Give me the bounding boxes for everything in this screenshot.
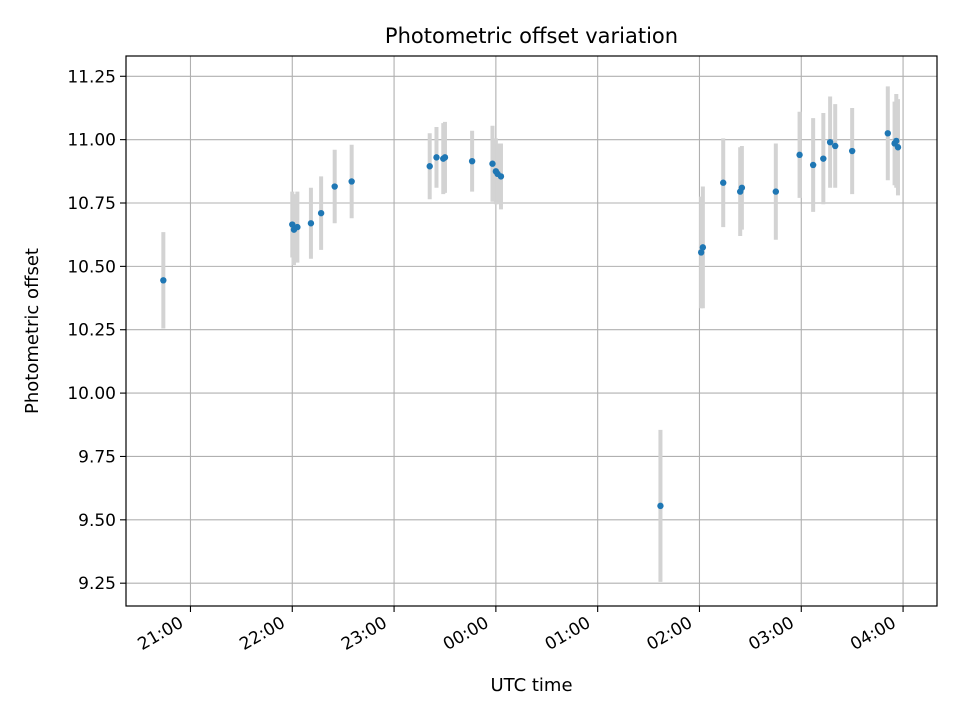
y-tick-label: 10.25 (67, 321, 116, 341)
data-point (348, 178, 355, 185)
data-point (894, 144, 902, 151)
data-point (826, 138, 834, 146)
data-point (720, 179, 727, 186)
data-point (433, 154, 440, 161)
data-points (160, 130, 902, 510)
data-point (307, 220, 315, 227)
data-point (294, 223, 301, 231)
data-point (893, 137, 900, 145)
data-point (489, 160, 496, 167)
data-point (331, 183, 338, 190)
data-point (832, 142, 839, 150)
y-axis-ticks: 9.25 9.50 9.75 10.00 10.25 10.50 10.75 11.00 11.… (67, 67, 126, 594)
data-point (796, 151, 803, 159)
data-point (289, 221, 296, 228)
data-point (426, 163, 433, 170)
data-point (441, 154, 449, 161)
data-point (468, 157, 476, 165)
y-axis-label: Photometric offset (22, 248, 43, 414)
plot-frame (125, 55, 938, 607)
y-tick-label: 11.25 (67, 67, 116, 87)
y-tick-label: 10.75 (67, 194, 116, 214)
data-point (699, 244, 707, 251)
grid (126, 56, 937, 606)
chart-title: Photometric offset variation (385, 24, 678, 48)
y-tick-label: 11.00 (67, 131, 116, 151)
data-point (697, 249, 705, 256)
y-tick-label: 10.00 (67, 384, 116, 404)
data-point (657, 502, 664, 510)
data-point (160, 277, 167, 284)
data-point (820, 155, 827, 162)
y-tick-label: 9.75 (78, 447, 116, 467)
y-tick-label: 9.50 (78, 511, 116, 531)
data-point (884, 130, 891, 137)
y-tick-label: 9.25 (78, 574, 116, 594)
y-tick-label: 10.50 (67, 257, 116, 277)
data-point (809, 161, 817, 169)
data-point (772, 188, 780, 195)
data-point (317, 209, 325, 217)
x-axis-label: UTC time (490, 675, 572, 696)
data-point (848, 147, 856, 155)
data-point (738, 184, 746, 191)
data-point (497, 173, 505, 180)
